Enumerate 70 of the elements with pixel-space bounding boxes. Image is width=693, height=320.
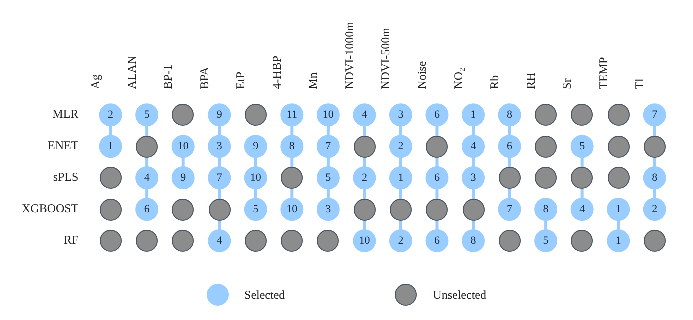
x-tick-label: 4-HBP <box>270 56 284 90</box>
data-label: 2 <box>398 140 404 152</box>
data-label: 5 <box>253 203 260 216</box>
data-label: 2 <box>652 203 658 216</box>
text: Selected <box>244 288 286 302</box>
data-label: 1 <box>398 172 404 184</box>
x-tick-label: Rb <box>488 75 502 90</box>
x-tick-label: NDVI-1000m <box>342 21 356 90</box>
x-tick-label: NDVI-500m <box>378 27 393 90</box>
data-label: 4 <box>144 172 150 184</box>
x-tick-label: Noise <box>415 61 429 90</box>
x-tick-label: Tl <box>632 78 647 90</box>
data-label: 1 <box>616 234 622 247</box>
data-label: 8 <box>507 108 514 121</box>
data-label: 4 <box>216 234 223 247</box>
data-label: 2 <box>398 234 404 247</box>
data-label: 11 <box>286 108 298 121</box>
data-label: 2 <box>108 108 114 121</box>
y-tick-label: RF <box>64 233 79 248</box>
data-label: 10 <box>250 172 262 184</box>
data-label: 2 <box>362 172 368 184</box>
data-label: 8 <box>543 203 550 216</box>
y-tick-label: MLR <box>52 107 79 122</box>
data-label: 5 <box>326 172 332 184</box>
x-tick-label: Ag <box>88 74 103 90</box>
x-tick-label: TEMP <box>596 56 610 90</box>
x-tick-label: BPA <box>197 66 212 90</box>
data-label: 7 <box>216 172 223 184</box>
data-label: 6 <box>507 140 514 152</box>
y-tick-label: sPLS <box>53 170 79 184</box>
data-label: 7 <box>652 108 658 121</box>
data-label: 9 <box>180 172 187 184</box>
x-tick-label: ALAN <box>124 56 139 90</box>
data-label: 8 <box>289 140 296 152</box>
data-label: 10 <box>286 203 298 216</box>
data-label: 4 <box>580 203 586 216</box>
data-label: 4 <box>470 140 477 152</box>
data-label: 8 <box>470 234 477 247</box>
data-label: 7 <box>507 203 514 216</box>
data-label: 6 <box>434 234 440 247</box>
data-label: 10 <box>322 108 334 121</box>
x-tick-label: NO₂ <box>451 68 466 90</box>
data-label: 10 <box>359 234 371 247</box>
data-label: 5 <box>580 140 586 152</box>
data-label: 5 <box>543 234 550 247</box>
data-label: 8 <box>652 172 658 184</box>
x-tick-label: Mn <box>306 72 320 90</box>
data-label: 7 <box>326 140 332 152</box>
data-label: 6 <box>434 108 440 121</box>
y-tick-label: ENET <box>48 138 80 153</box>
data-label: 6 <box>144 203 150 216</box>
data-label: 3 <box>470 172 477 184</box>
data-label: 3 <box>326 203 332 216</box>
data-label: 9 <box>216 108 223 121</box>
x-tick-label: BP-1 <box>161 64 176 90</box>
data-label: 4 <box>362 108 368 121</box>
data-label: 3 <box>398 108 404 121</box>
x-tick-label: Sr <box>560 78 574 90</box>
x-tick-label: EtP <box>234 72 248 90</box>
text: Unselected <box>433 288 486 302</box>
y-tick-label: XGBOOST <box>22 202 80 216</box>
data-label: 9 <box>253 140 260 152</box>
data-label: 1 <box>470 108 476 121</box>
data-label: 6 <box>434 172 440 184</box>
data-label: 5 <box>144 108 150 121</box>
data-label: 1 <box>616 203 622 216</box>
data-label: 3 <box>216 140 223 152</box>
x-tick-label: RH <box>524 72 538 90</box>
data-label: 1 <box>108 140 114 152</box>
data-label: 10 <box>178 140 190 152</box>
